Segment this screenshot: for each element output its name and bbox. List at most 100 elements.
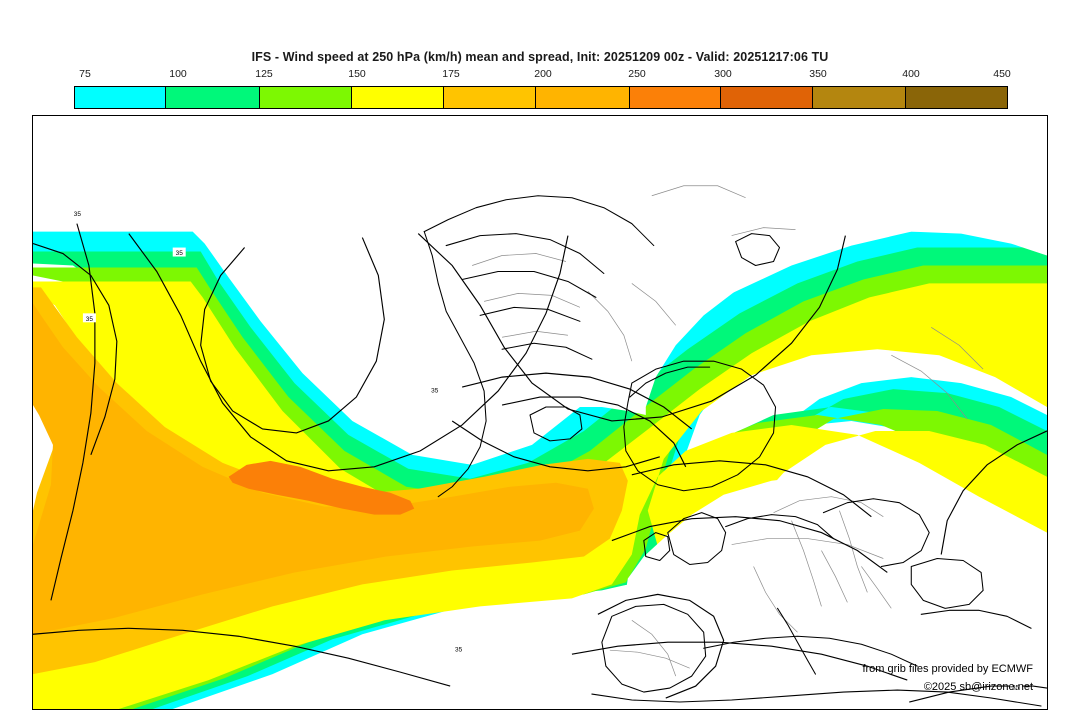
spread-contour-lines bbox=[33, 223, 1047, 703]
coastline-arctic-canada-4 bbox=[501, 342, 593, 360]
colorbar-swatch-400-450 bbox=[906, 87, 1007, 108]
attribution-source: from grib files provided by ECMWF bbox=[862, 663, 1033, 675]
contour-label-text: 35 bbox=[431, 388, 439, 395]
border-greenland-inner-2 bbox=[484, 293, 581, 308]
contour-line-35-nordic bbox=[501, 396, 687, 468]
quiet-region-central-europe bbox=[623, 474, 970, 655]
colorbar-swatch-175-200 bbox=[444, 87, 537, 108]
contour-value-labels: 35 35 35 35 35 bbox=[70, 208, 1023, 692]
contour-label-text: 35 bbox=[86, 316, 94, 323]
coastline-greenland-east bbox=[423, 231, 487, 498]
colorbar-tick-7: 300 bbox=[714, 68, 732, 80]
contour-label-text: 35 bbox=[455, 647, 463, 654]
coastline-iceland bbox=[529, 406, 583, 442]
border-scandinavia-1 bbox=[587, 291, 633, 362]
border-central-europe-3 bbox=[731, 538, 884, 559]
fill-band-250-300 bbox=[228, 460, 415, 515]
coastline-scandinavia bbox=[623, 360, 777, 492]
contour-line-nordic bbox=[462, 372, 693, 430]
contour-label-5: 35 bbox=[452, 644, 466, 654]
border-balkans-1 bbox=[821, 550, 848, 603]
coastline-greenland-west bbox=[423, 195, 655, 247]
colorbar-tick-10: 450 bbox=[993, 68, 1011, 80]
contour-line-central-arc bbox=[128, 233, 569, 472]
contour-label-3: 35 bbox=[82, 313, 96, 323]
colorbar-swatch-350-400 bbox=[813, 87, 907, 108]
border-central-europe-4 bbox=[753, 566, 798, 633]
coastline-black-sea bbox=[910, 557, 984, 609]
coastline-arctic-canada-3 bbox=[479, 306, 581, 322]
colorbar-tick-3: 150 bbox=[348, 68, 366, 80]
coastline-britain bbox=[667, 512, 727, 566]
border-arctic-islands-2 bbox=[731, 227, 796, 236]
coastline-ireland bbox=[643, 532, 671, 562]
contour-line-europe-mid bbox=[611, 516, 888, 573]
colorbar-swatch-150-175 bbox=[351, 87, 445, 108]
contour-line-iberia-loop bbox=[597, 593, 725, 699]
page-title: IFS - Wind speed at 250 hPa (km/h) mean … bbox=[251, 50, 829, 64]
map-coastlines bbox=[423, 195, 1042, 707]
border-iberia-2 bbox=[609, 649, 690, 669]
colorbar-tick-6: 250 bbox=[628, 68, 646, 80]
contour-line-se bbox=[909, 685, 1047, 703]
contour-line-south-long bbox=[33, 627, 451, 687]
quiet-regions-below-threshold bbox=[396, 116, 1047, 695]
colorbar-swatch-75-100 bbox=[75, 87, 167, 108]
colorbar bbox=[74, 86, 1008, 109]
border-greenland-inner-1 bbox=[472, 253, 567, 266]
colorbar-swatch-250-300 bbox=[629, 87, 721, 108]
contour-line-greenland-loop bbox=[200, 237, 385, 434]
coastline-north-africa bbox=[591, 689, 1042, 707]
coastline-arctic-canada-1 bbox=[445, 233, 605, 274]
border-balkans-2 bbox=[861, 566, 892, 609]
colorbar-tick-0: 75 bbox=[79, 68, 91, 80]
contour-line-arctic-long bbox=[417, 233, 846, 422]
border-central-europe-2 bbox=[791, 520, 822, 607]
attribution-copyright: ©2025 sb@irizone.net bbox=[923, 681, 1033, 693]
fill-band-200-250 bbox=[33, 303, 594, 635]
colorbar-tick-8: 350 bbox=[809, 68, 827, 80]
coastline-baltic bbox=[822, 498, 930, 568]
colorbar-tick-5: 200 bbox=[534, 68, 552, 80]
quiet-region-arctic bbox=[396, 116, 1047, 445]
coastline-north-sea bbox=[725, 514, 834, 540]
coastline-mediterranean-north bbox=[703, 635, 918, 667]
border-russia-2 bbox=[931, 326, 984, 370]
colorbar-tick-labels: 75 100 125 150 175 200 250 300 350 400 4… bbox=[0, 68, 1080, 82]
contour-line-baltic bbox=[451, 420, 660, 472]
contour-line-mediterranean bbox=[571, 641, 908, 681]
colorbar-tick-2: 125 bbox=[255, 68, 273, 80]
quiet-region-iberia bbox=[591, 600, 726, 695]
coastline-norway-west bbox=[629, 366, 711, 398]
contour-label-text: 35 bbox=[176, 250, 184, 257]
colorbar-tick-4: 175 bbox=[442, 68, 460, 80]
contour-line-nw bbox=[50, 223, 96, 601]
colorbar-swatch-100-125 bbox=[166, 87, 260, 108]
coastline-italy bbox=[777, 607, 816, 675]
coastline-arctic-canada-2 bbox=[461, 270, 597, 298]
coastline-svalbard bbox=[735, 233, 781, 267]
colorbar-swatch-200-250 bbox=[536, 87, 630, 108]
contour-label-1: 35 bbox=[70, 208, 84, 218]
contour-label-text: 35 bbox=[74, 211, 82, 218]
colorbar-tick-1: 100 bbox=[169, 68, 187, 80]
border-greenland-inner-3 bbox=[502, 330, 568, 338]
border-iberia-1 bbox=[631, 620, 677, 677]
colorbar-swatch-300-350 bbox=[720, 87, 814, 108]
map-borders bbox=[472, 185, 984, 677]
windspeed-filled-contours bbox=[33, 231, 1047, 709]
contour-label-6: 35 bbox=[1009, 682, 1023, 692]
weather-map[interactable]: 35 35 35 35 35 bbox=[32, 115, 1048, 710]
coastline-iberia bbox=[601, 603, 707, 693]
border-russia-1 bbox=[891, 354, 968, 420]
contour-line-west bbox=[33, 243, 118, 456]
contour-line-right-edge bbox=[940, 430, 1047, 555]
border-scandinavia-2 bbox=[631, 283, 677, 326]
contour-label-text: 35 bbox=[1012, 685, 1020, 692]
colorbar-swatch-125-150 bbox=[259, 87, 352, 108]
colorbar-tick-9: 400 bbox=[902, 68, 920, 80]
contour-line-europe-north bbox=[631, 460, 872, 518]
contour-label-2: 35 bbox=[172, 247, 186, 257]
border-central-europe-5 bbox=[839, 510, 868, 593]
border-central-europe-1 bbox=[773, 496, 884, 517]
